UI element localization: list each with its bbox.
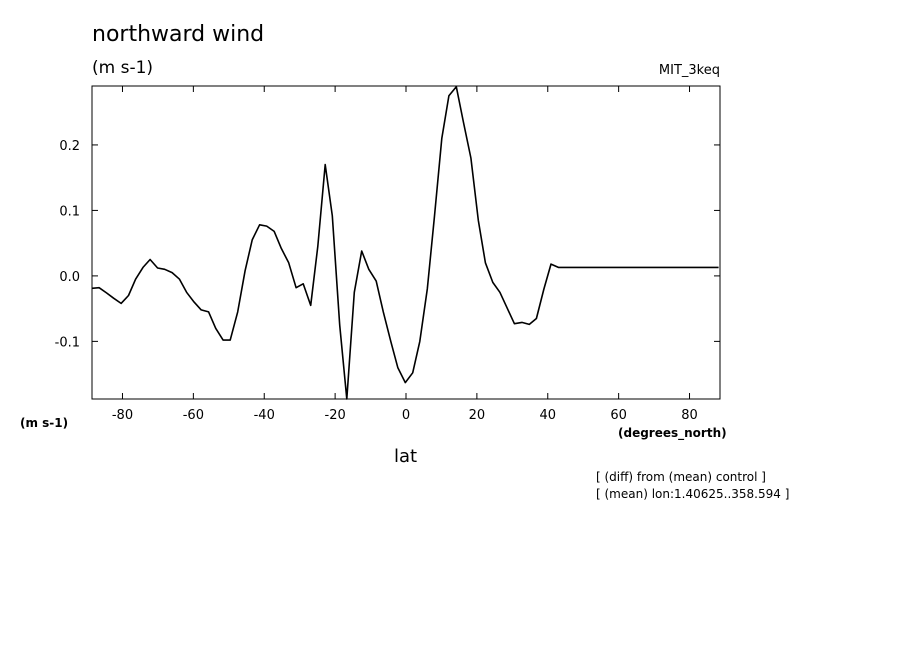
y-units-label: (m s-1) [20, 416, 69, 430]
chart-units-label: (m s-1) [92, 58, 154, 78]
x-tick-label: -80 [112, 408, 133, 423]
y-tick-label: 0.2 [59, 139, 80, 154]
x-tick-label: -40 [254, 408, 275, 423]
x-tick-label: 80 [681, 408, 698, 423]
x-tick-label: 60 [610, 408, 627, 423]
y-tick-label: 0.1 [59, 204, 80, 219]
series-line [91, 85, 719, 400]
y-tick-label: -0.1 [55, 335, 80, 350]
plot-frame [91, 85, 721, 400]
diff-note: [ (diff) from (mean) control ] [596, 470, 766, 484]
x-tick-label: 20 [469, 408, 486, 423]
x-tick-label: 40 [539, 408, 556, 423]
model-label: MIT_3keq [658, 63, 720, 78]
mean-note: [ (mean) lon:1.40625..358.594 ] [596, 487, 790, 501]
chart-title: northward wind [92, 22, 265, 47]
y-tick-label: 0.0 [59, 270, 80, 285]
x-units-label: (degrees_north) [618, 426, 727, 440]
x-tick-label: 0 [402, 408, 410, 423]
x-axis-label: lat [394, 446, 418, 467]
x-tick-label: -60 [183, 408, 204, 423]
x-tick-label: -20 [325, 408, 346, 423]
